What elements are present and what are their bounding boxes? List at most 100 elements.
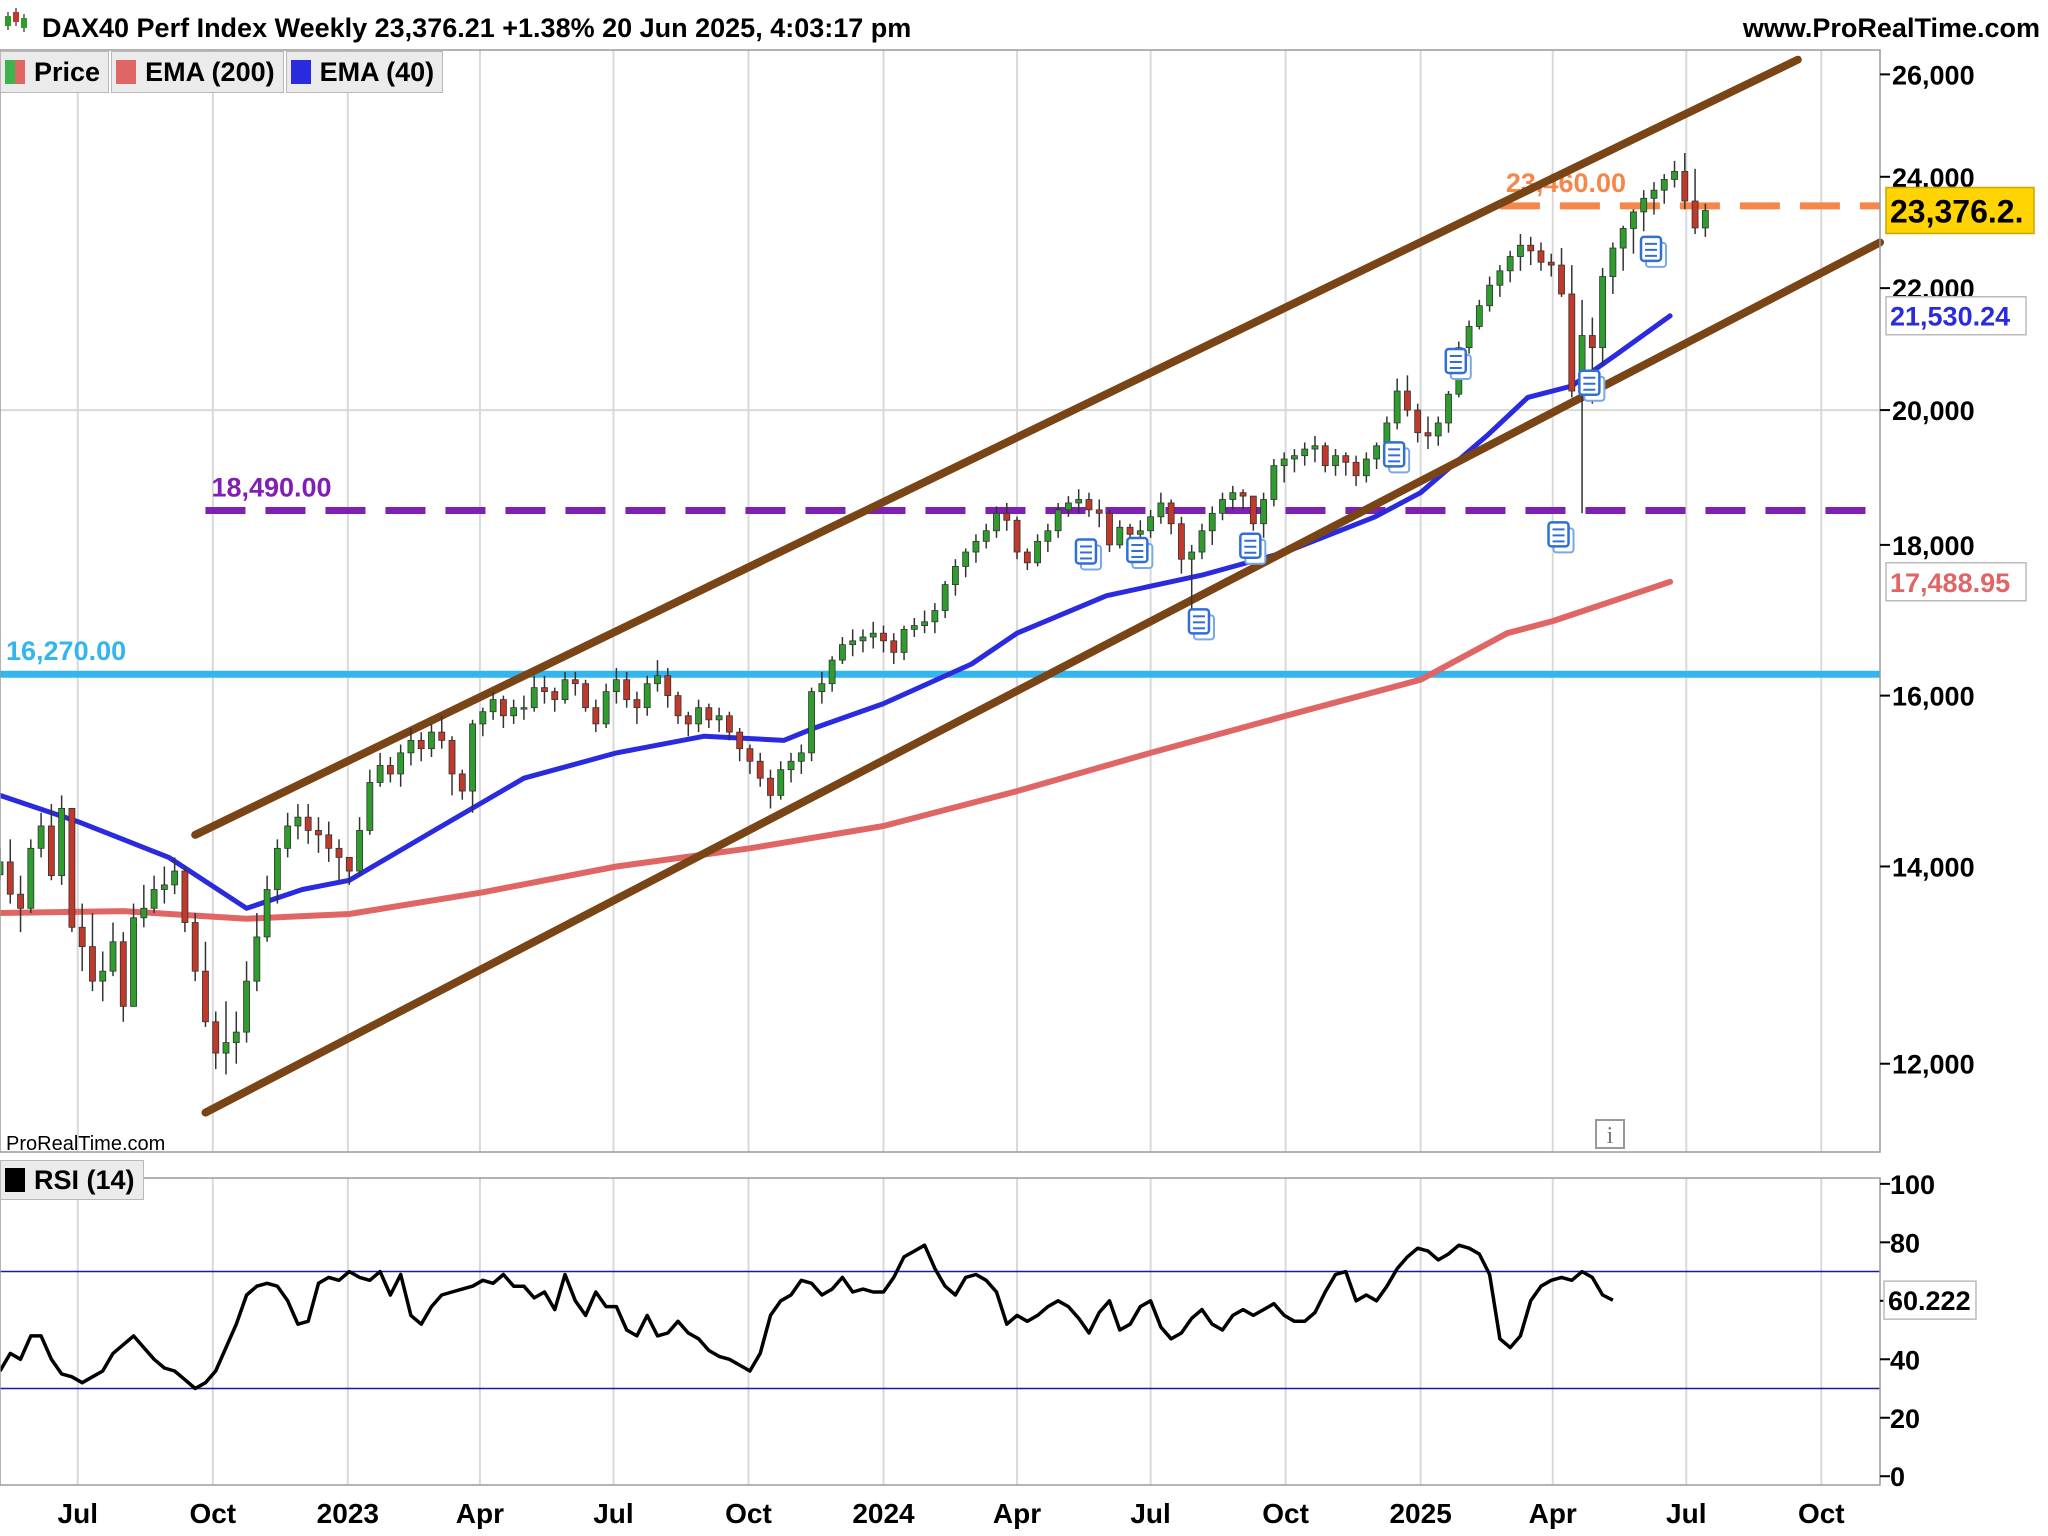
candle-body <box>17 893 24 909</box>
candle-body <box>1280 458 1288 467</box>
candle-body <box>253 936 261 982</box>
candle-body <box>212 1021 220 1054</box>
candle-body <box>839 644 846 661</box>
y-tick-label: 16,000 <box>1892 682 1975 712</box>
candle-body <box>880 632 887 642</box>
candle-body <box>1506 256 1514 272</box>
candle-body <box>6 861 14 895</box>
candle-body <box>1044 530 1052 542</box>
candle-body <box>1075 499 1083 504</box>
candle-body <box>1167 502 1175 525</box>
document-icon <box>1547 521 1575 554</box>
candle-body <box>797 752 805 762</box>
x-tick-label: Jul <box>593 1498 633 1529</box>
candle-body <box>1588 335 1596 349</box>
y-tick-label: 14,000 <box>1892 852 1975 882</box>
candle-body <box>345 856 353 872</box>
candle-body <box>962 551 970 567</box>
x-tick-label: 2023 <box>317 1498 379 1529</box>
candle-body <box>315 830 322 836</box>
watermark: ProRealTime.com <box>6 1133 165 1155</box>
x-tick-label: Apr <box>1529 1498 1577 1529</box>
candle-body <box>849 640 857 646</box>
legend-ema200[interactable]: EMA (200) <box>111 51 284 93</box>
candle-body <box>1332 455 1339 467</box>
candle-body <box>1291 455 1298 460</box>
price-legend: Price EMA (200) EMA (40) <box>0 51 445 93</box>
candle-body <box>674 695 682 717</box>
candle-body <box>561 679 569 701</box>
candle-body <box>623 679 631 701</box>
candle-body <box>592 707 600 725</box>
candle-body <box>1619 228 1627 249</box>
candle-body <box>1116 526 1124 546</box>
candle-body <box>284 825 292 849</box>
candle-body <box>376 765 384 783</box>
price-value-tag-label: 17,488.95 <box>1890 568 2010 598</box>
candle-body <box>869 632 877 638</box>
candle-body <box>705 707 713 721</box>
rsi-value-tag <box>1883 1280 1977 1320</box>
candle-body <box>1065 502 1072 511</box>
candle-body <box>1558 264 1565 295</box>
candle-body <box>541 687 548 693</box>
candle-body <box>1229 492 1237 500</box>
candle-body <box>1219 499 1226 514</box>
candle-body <box>582 683 589 709</box>
event-markers: i <box>1074 235 1667 1149</box>
price-swatch <box>5 60 25 84</box>
candle-body <box>1671 171 1678 180</box>
candle-body <box>1373 445 1381 460</box>
candle-body <box>1362 458 1370 477</box>
legend-ema40-label: EMA (40) <box>319 56 435 87</box>
candle-body <box>1013 519 1021 553</box>
candle-body <box>1445 393 1452 424</box>
candle-body <box>1475 305 1483 327</box>
candle-body <box>1126 526 1134 535</box>
candle-body <box>181 870 189 923</box>
indicator-lines <box>0 55 1884 1117</box>
candle-body <box>921 621 928 626</box>
candle-body <box>386 765 394 775</box>
series-line <box>0 578 1674 922</box>
x-tick-label: Jul <box>1666 1498 1706 1529</box>
candle-body <box>1630 211 1637 229</box>
candle-body <box>715 715 723 721</box>
legend-ema40[interactable]: EMA (40) <box>285 51 444 93</box>
candle-body <box>551 691 559 701</box>
ema200-swatch <box>116 60 137 84</box>
document-icon <box>1578 369 1606 402</box>
price-value-tag <box>1885 186 2035 235</box>
candle-body <box>746 748 754 762</box>
x-tick-label: Apr <box>993 1498 1041 1529</box>
legend-rsi[interactable]: RSI (14) <box>0 1160 144 1200</box>
candle-body <box>767 777 774 796</box>
x-tick-label: 2024 <box>852 1498 915 1529</box>
price-value-tag <box>1885 295 2027 336</box>
x-tick-label: Oct <box>1798 1498 1845 1529</box>
candle-body <box>818 683 826 693</box>
rsi-y-tick-label: 0 <box>1890 1462 1905 1492</box>
candle-body <box>1527 244 1535 252</box>
candle-body <box>993 512 1000 532</box>
candle-body <box>1517 244 1524 257</box>
x-tick-label: Oct <box>189 1498 236 1529</box>
price-value-tag <box>1885 562 2027 602</box>
site-url[interactable]: www.ProRealTime.com <box>1742 13 2040 43</box>
candle-body <box>89 946 96 982</box>
chart-logo-body <box>21 18 27 28</box>
rsi-swatch <box>5 1168 25 1192</box>
candle-body <box>571 679 579 685</box>
x-tick-label: Jul <box>58 1498 98 1529</box>
candle-body <box>695 707 702 725</box>
candle-body <box>1640 197 1648 213</box>
candle-body <box>1486 284 1494 307</box>
candle-body <box>1239 492 1247 497</box>
legend-price[interactable]: Price <box>0 51 110 93</box>
candle-body <box>1198 530 1206 553</box>
price-value-tag-label: 21,530.24 <box>1890 302 2010 332</box>
rsi-y-tick-label: 80 <box>1890 1228 1920 1258</box>
candle-body <box>972 540 980 553</box>
candle-body <box>1157 502 1165 518</box>
candle-body <box>1249 495 1257 525</box>
